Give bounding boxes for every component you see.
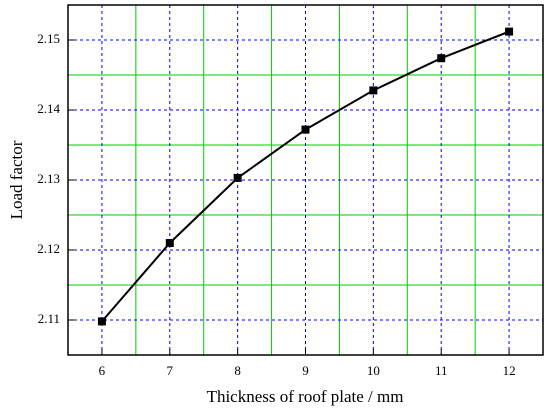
- x-tick-label: 11: [435, 363, 448, 378]
- marker: [437, 54, 446, 63]
- marker: [505, 27, 514, 36]
- y-tick-label: 2.11: [38, 311, 60, 326]
- x-tick-label: 6: [99, 363, 106, 378]
- x-axis-label: Thickness of roof plate / mm: [207, 387, 404, 406]
- y-tick-label: 2.13: [37, 171, 60, 186]
- marker: [165, 239, 174, 247]
- x-tick-label: 8: [234, 363, 241, 378]
- y-axis-label: Load factor: [7, 140, 26, 219]
- marker: [233, 173, 242, 182]
- y-tick-label: 2.15: [37, 31, 60, 46]
- x-tick-label: 10: [367, 363, 380, 378]
- marker: [301, 125, 310, 134]
- x-tick-label: 12: [503, 363, 516, 378]
- x-tick-label: 9: [302, 363, 309, 378]
- marker: [97, 317, 106, 326]
- marker: [369, 86, 378, 95]
- x-tick-label: 7: [167, 363, 174, 378]
- plot-frame: [67, 4, 544, 356]
- y-tick-label: 2.14: [37, 101, 60, 116]
- y-tick-label: 2.12: [37, 241, 60, 256]
